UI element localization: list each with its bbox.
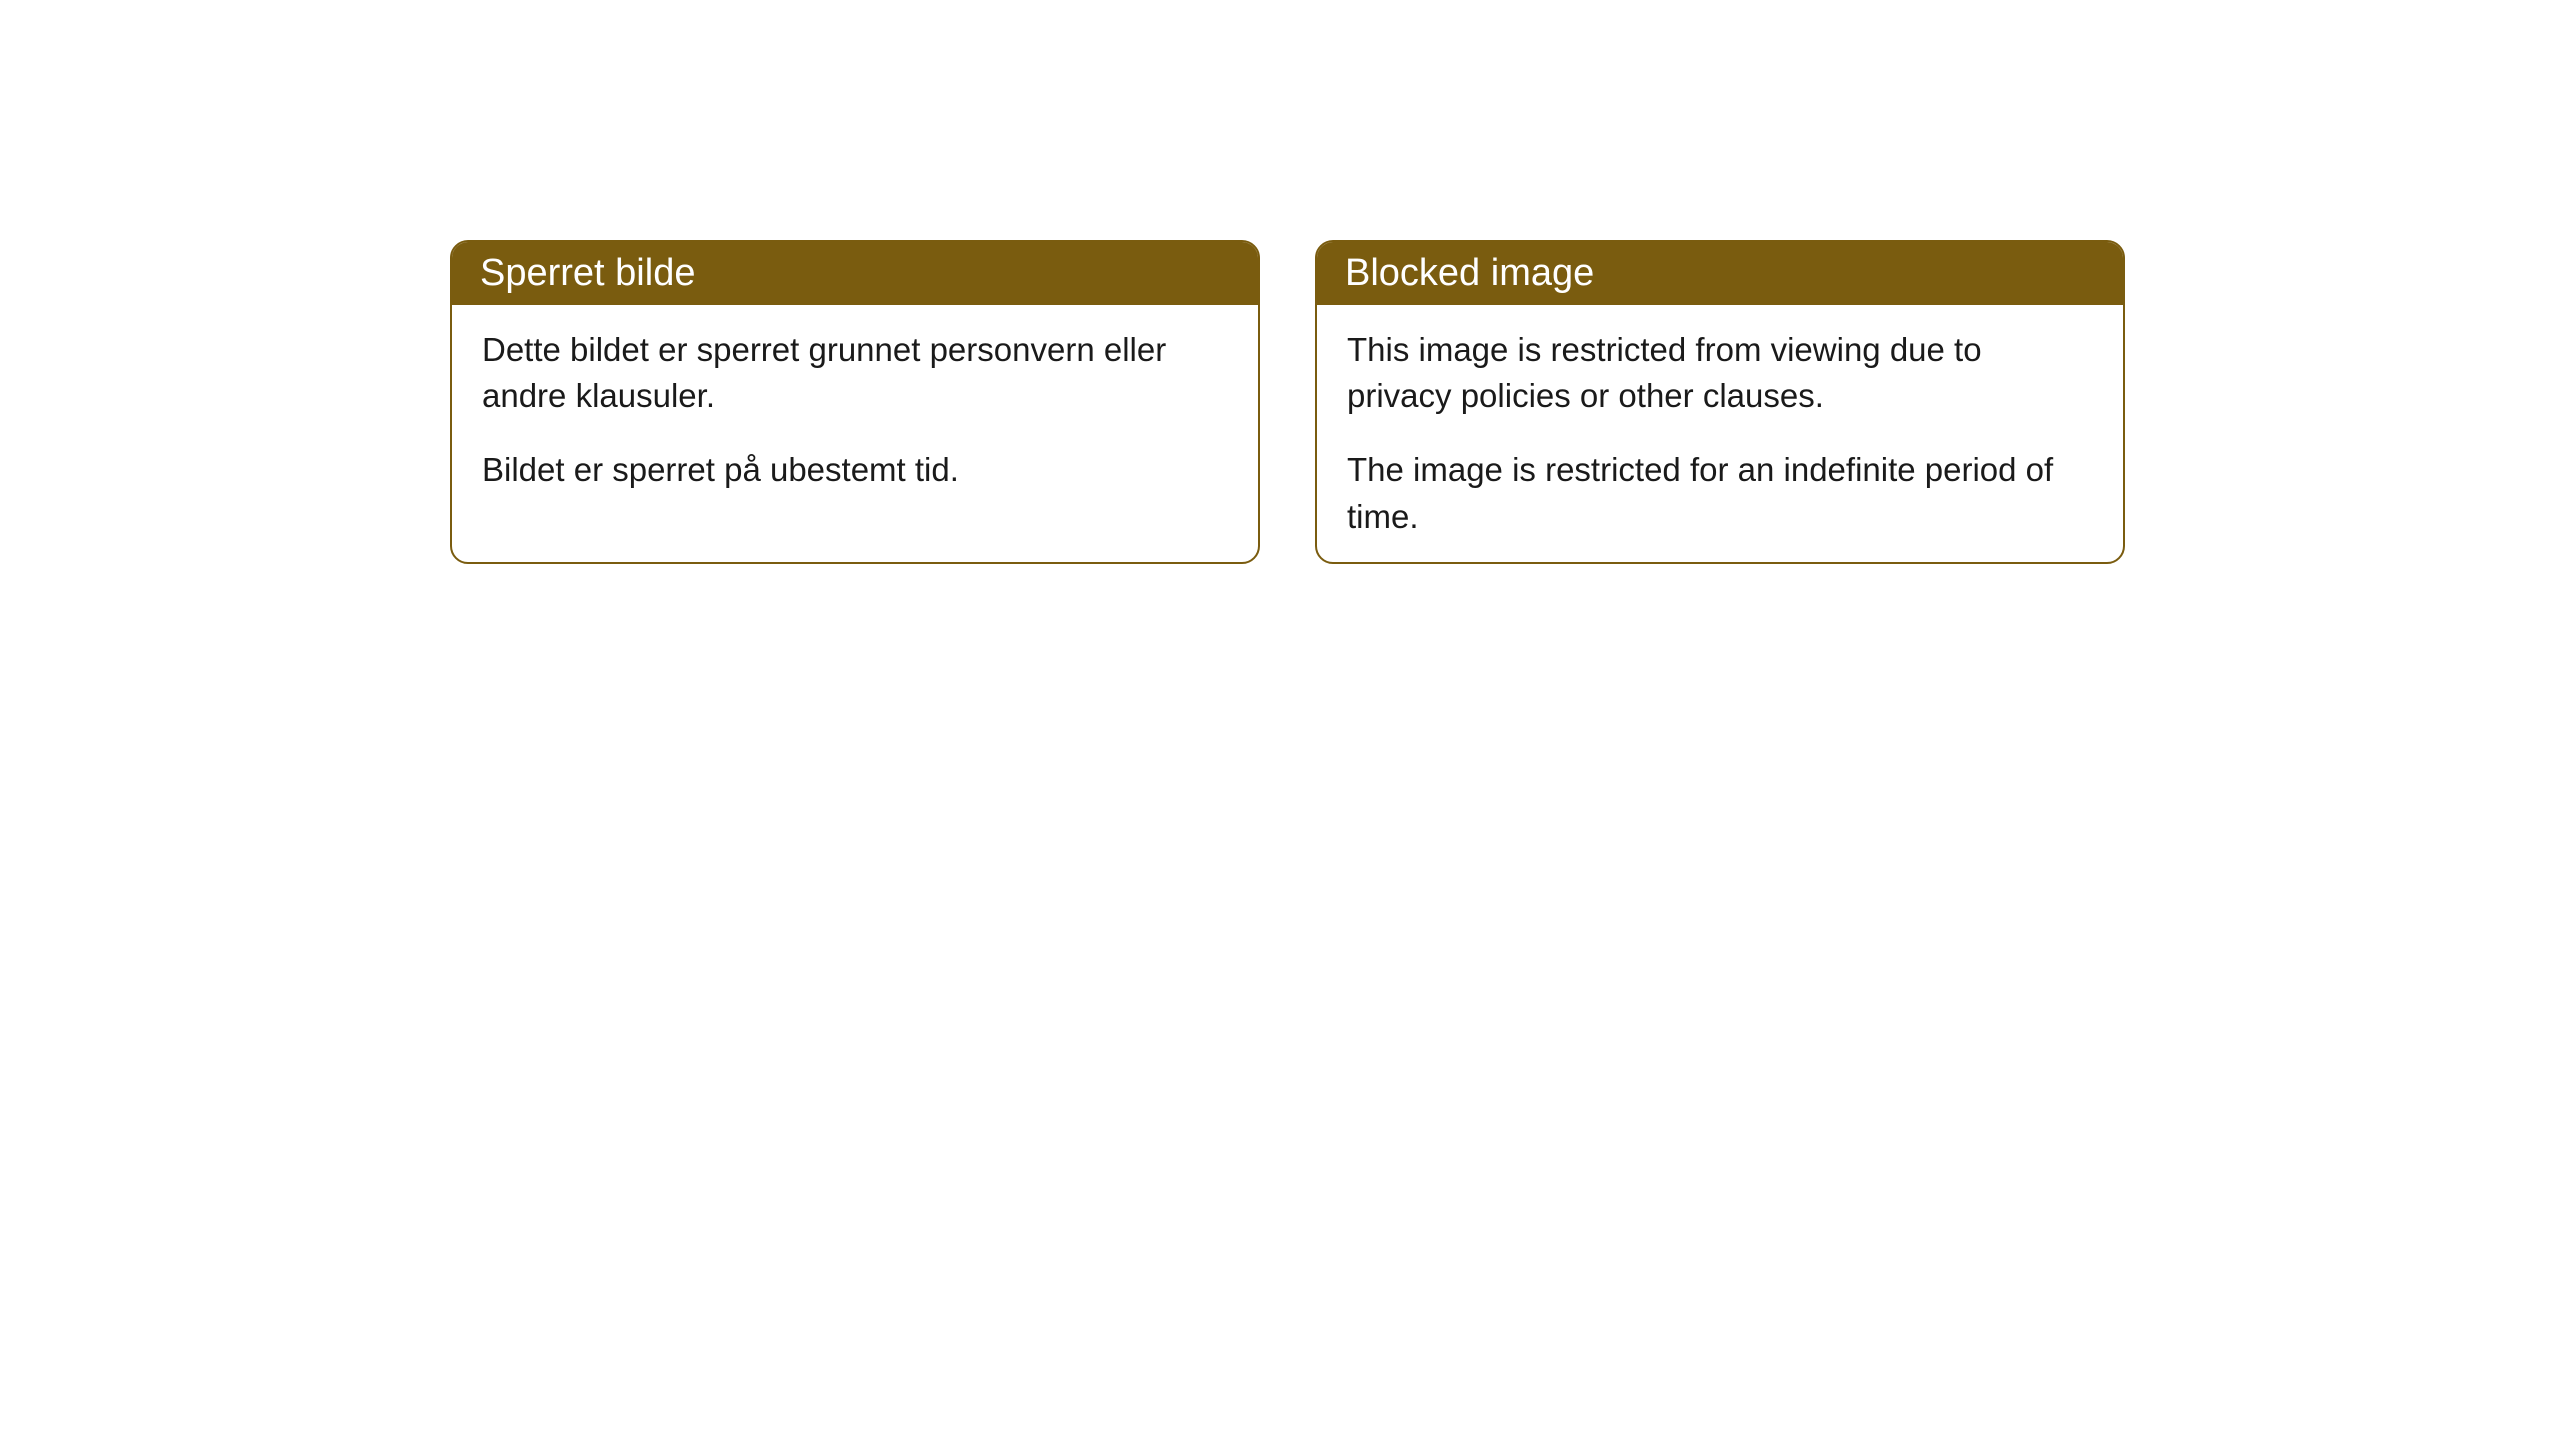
blocked-image-card-no: Sperret bilde Dette bildet er sperret gr… <box>450 240 1260 564</box>
card-body-no: Dette bildet er sperret grunnet personve… <box>452 305 1258 530</box>
card-paragraph-1-no: Dette bildet er sperret grunnet personve… <box>482 327 1228 419</box>
card-paragraph-2-no: Bildet er sperret på ubestemt tid. <box>482 447 1228 493</box>
cards-container: Sperret bilde Dette bildet er sperret gr… <box>450 240 2125 564</box>
card-title-no: Sperret bilde <box>480 252 695 294</box>
card-paragraph-2-en: The image is restricted for an indefinit… <box>1347 447 2093 539</box>
blocked-image-card-en: Blocked image This image is restricted f… <box>1315 240 2125 564</box>
card-paragraph-1-en: This image is restricted from viewing du… <box>1347 327 2093 419</box>
card-header-no: Sperret bilde <box>452 242 1258 305</box>
card-header-en: Blocked image <box>1317 242 2123 305</box>
card-title-en: Blocked image <box>1345 252 1594 294</box>
card-body-en: This image is restricted from viewing du… <box>1317 305 2123 562</box>
